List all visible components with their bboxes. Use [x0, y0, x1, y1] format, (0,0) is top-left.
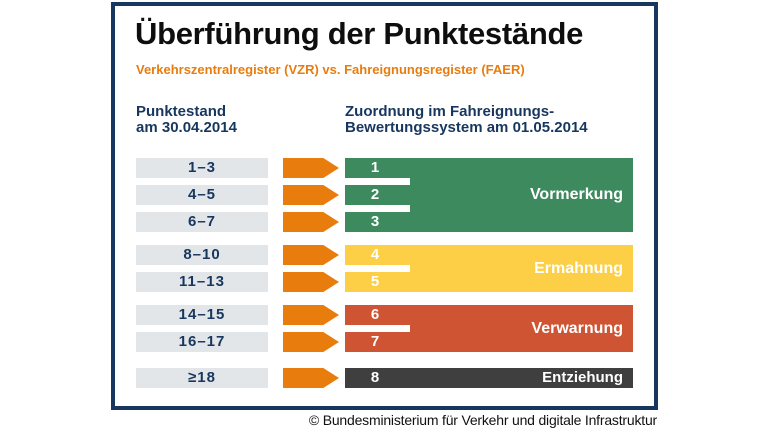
- category-block-ermahnung: 4 5 Ermahnung: [345, 245, 633, 292]
- category-label-vormerkung: Vormerkung: [529, 186, 623, 203]
- old-points-range: 4–5: [136, 185, 268, 205]
- new-points-value: 7: [370, 333, 380, 350]
- old-points-range: 1–3: [136, 158, 268, 178]
- category-label-ermahnung: Ermahnung: [534, 259, 623, 277]
- category-block-entziehung: 8 Entziehung: [345, 368, 633, 388]
- column-header-old-points: Punktestand am 30.04.2014: [136, 104, 237, 136]
- right-arrow-icon: [283, 272, 339, 292]
- right-arrow-icon: [283, 245, 339, 265]
- old-points-range: ≥18: [136, 368, 268, 388]
- subtitle: Verkehrszentralregister (VZR) vs. Fahrei…: [136, 62, 525, 77]
- column-header-new-line2: Bewertungssystem am 01.05.2014: [345, 119, 588, 136]
- new-points-value: 5: [370, 273, 380, 290]
- new-points-value: 1: [370, 159, 380, 176]
- right-arrow-icon: [283, 212, 339, 232]
- right-arrow-icon: [283, 368, 339, 388]
- new-points-value: 3: [370, 213, 380, 230]
- page-title: Überführung der Punktestände: [135, 16, 584, 51]
- old-points-range: 6–7: [136, 212, 268, 232]
- row-divider: [345, 265, 410, 272]
- old-points-range: 14–15: [136, 305, 268, 325]
- new-points-value: 6: [370, 306, 380, 323]
- category-label-entziehung: Entziehung: [542, 369, 623, 386]
- right-arrow-icon: [283, 332, 339, 352]
- row-divider: [345, 325, 410, 332]
- right-arrow-icon: [283, 158, 339, 178]
- old-points-range: 8–10: [136, 245, 268, 265]
- copyright-text: © Bundesministerium für Verkehr und digi…: [308, 412, 657, 428]
- category-block-verwarnung: 6 7 Verwarnung: [345, 305, 633, 352]
- old-points-range: 16–17: [136, 332, 268, 352]
- new-points-value: 2: [370, 186, 380, 203]
- new-points-value: 8: [370, 369, 380, 386]
- category-block-vormerkung: 1 2 3 Vormerkung: [345, 158, 633, 232]
- category-label-verwarnung: Verwarnung: [531, 319, 623, 337]
- old-points-range: 11–13: [136, 272, 268, 292]
- row-divider: [345, 178, 410, 185]
- right-arrow-icon: [283, 305, 339, 325]
- column-header-old-line2: am 30.04.2014: [136, 119, 237, 136]
- right-arrow-icon: [283, 185, 339, 205]
- column-header-old-line1: Punktestand: [136, 103, 227, 120]
- column-header-new-line1: Zuordnung im Fahreignungs-: [345, 103, 555, 120]
- column-header-new-points: Zuordnung im Fahreignungs- Bewertungssys…: [345, 104, 588, 136]
- row-divider: [345, 205, 410, 212]
- new-points-value: 4: [370, 246, 380, 263]
